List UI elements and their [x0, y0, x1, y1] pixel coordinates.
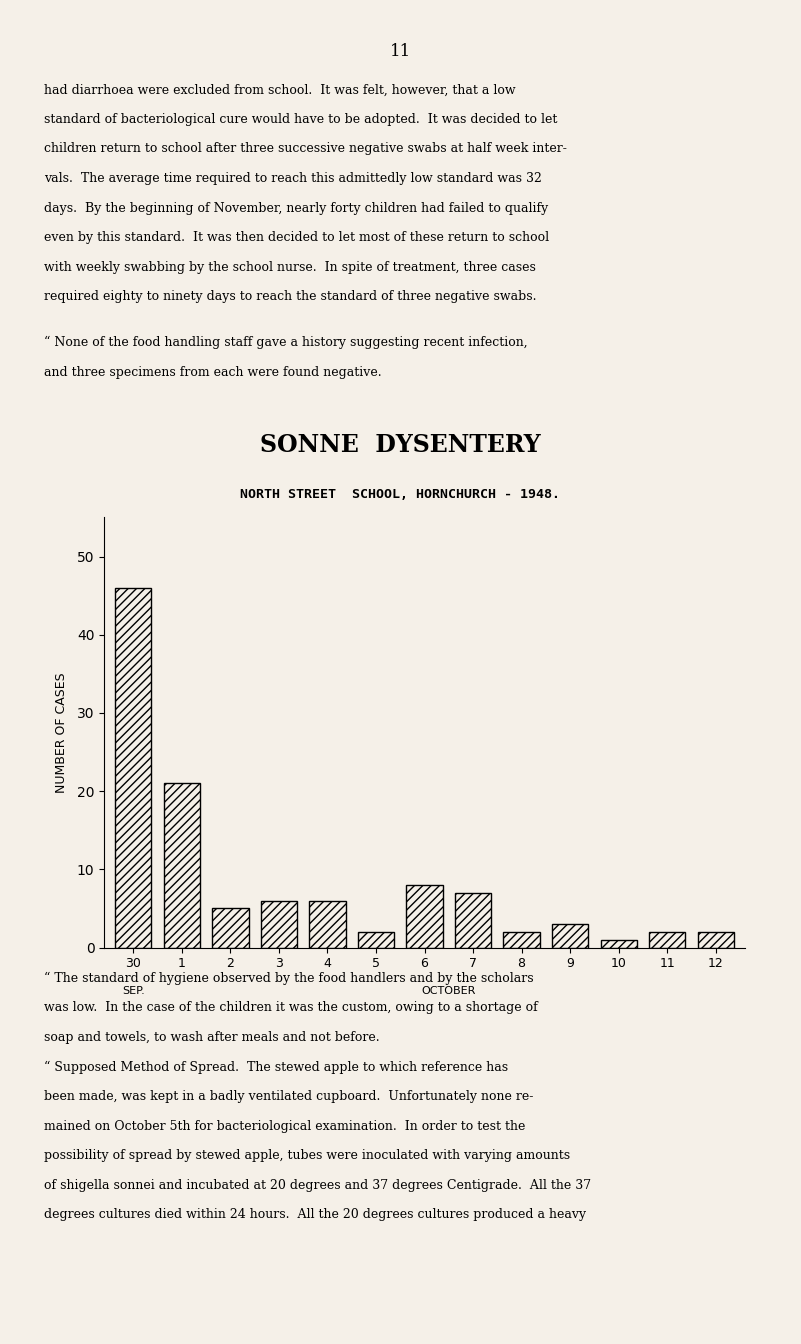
Bar [552, 925, 589, 948]
Text: degrees cultures died within 24 hours.  All the 20 degrees cultures produced a h: degrees cultures died within 24 hours. A… [44, 1208, 586, 1222]
Bar [115, 587, 151, 948]
Text: “ None of the food handling staff gave a history suggesting recent infection,: “ None of the food handling staff gave a… [44, 336, 528, 349]
Text: OCTOBER: OCTOBER [421, 986, 476, 996]
Bar [212, 909, 248, 948]
Text: was low.  In the case of the children it was the custom, owing to a shortage of: was low. In the case of the children it … [44, 1001, 537, 1015]
Bar [601, 939, 637, 948]
Text: “ Supposed Method of Spread.  The stewed apple to which reference has: “ Supposed Method of Spread. The stewed … [44, 1060, 508, 1074]
Bar [698, 931, 734, 948]
Text: required eighty to ninety days to reach the standard of three negative swabs.: required eighty to ninety days to reach … [44, 290, 537, 304]
Text: even by this standard.  It was then decided to let most of these return to schoo: even by this standard. It was then decid… [44, 231, 549, 245]
Text: and three specimens from each were found negative.: and three specimens from each were found… [44, 366, 382, 379]
Text: had diarrhoea were excluded from school.  It was felt, however, that a low: had diarrhoea were excluded from school.… [44, 83, 516, 97]
Text: of shigella sonnei and incubated at 20 degrees and 37 degrees Centigrade.  All t: of shigella sonnei and incubated at 20 d… [44, 1179, 591, 1192]
Bar [260, 900, 297, 948]
Bar [358, 931, 394, 948]
Text: standard of bacteriological cure would have to be adopted.  It was decided to le: standard of bacteriological cure would h… [44, 113, 557, 126]
Text: 11: 11 [390, 43, 411, 60]
Bar [406, 884, 443, 948]
Bar [503, 931, 540, 948]
Bar [309, 900, 346, 948]
Text: been made, was kept in a badly ventilated cupboard.  Unfortunately none re-: been made, was kept in a badly ventilate… [44, 1090, 533, 1103]
Text: mained on October 5th for bacteriological examination.  In order to test the: mained on October 5th for bacteriologica… [44, 1120, 525, 1133]
Text: days.  By the beginning of November, nearly forty children had failed to qualify: days. By the beginning of November, near… [44, 202, 549, 215]
Text: soap and towels, to wash after meals and not before.: soap and towels, to wash after meals and… [44, 1031, 380, 1044]
Y-axis label: NUMBER OF CASES: NUMBER OF CASES [55, 672, 68, 793]
Text: vals.  The average time required to reach this admittedly low standard was 32: vals. The average time required to reach… [44, 172, 542, 185]
Bar [455, 892, 491, 948]
Text: with weekly swabbing by the school nurse.  In spite of treatment, three cases: with weekly swabbing by the school nurse… [44, 261, 536, 274]
Text: SONNE  DYSENTERY: SONNE DYSENTERY [260, 433, 541, 457]
Text: SEP.: SEP. [122, 986, 145, 996]
Text: NORTH STREET  SCHOOL, HORNCHURCH - 1948.: NORTH STREET SCHOOL, HORNCHURCH - 1948. [240, 488, 561, 501]
Text: “ The standard of hygiene observed by the food handlers and by the scholars: “ The standard of hygiene observed by th… [44, 972, 533, 985]
Text: children return to school after three successive negative swabs at half week int: children return to school after three su… [44, 142, 567, 156]
Bar [649, 931, 686, 948]
Bar [163, 784, 200, 948]
Text: possibility of spread by stewed apple, tubes were inoculated with varying amount: possibility of spread by stewed apple, t… [44, 1149, 570, 1163]
